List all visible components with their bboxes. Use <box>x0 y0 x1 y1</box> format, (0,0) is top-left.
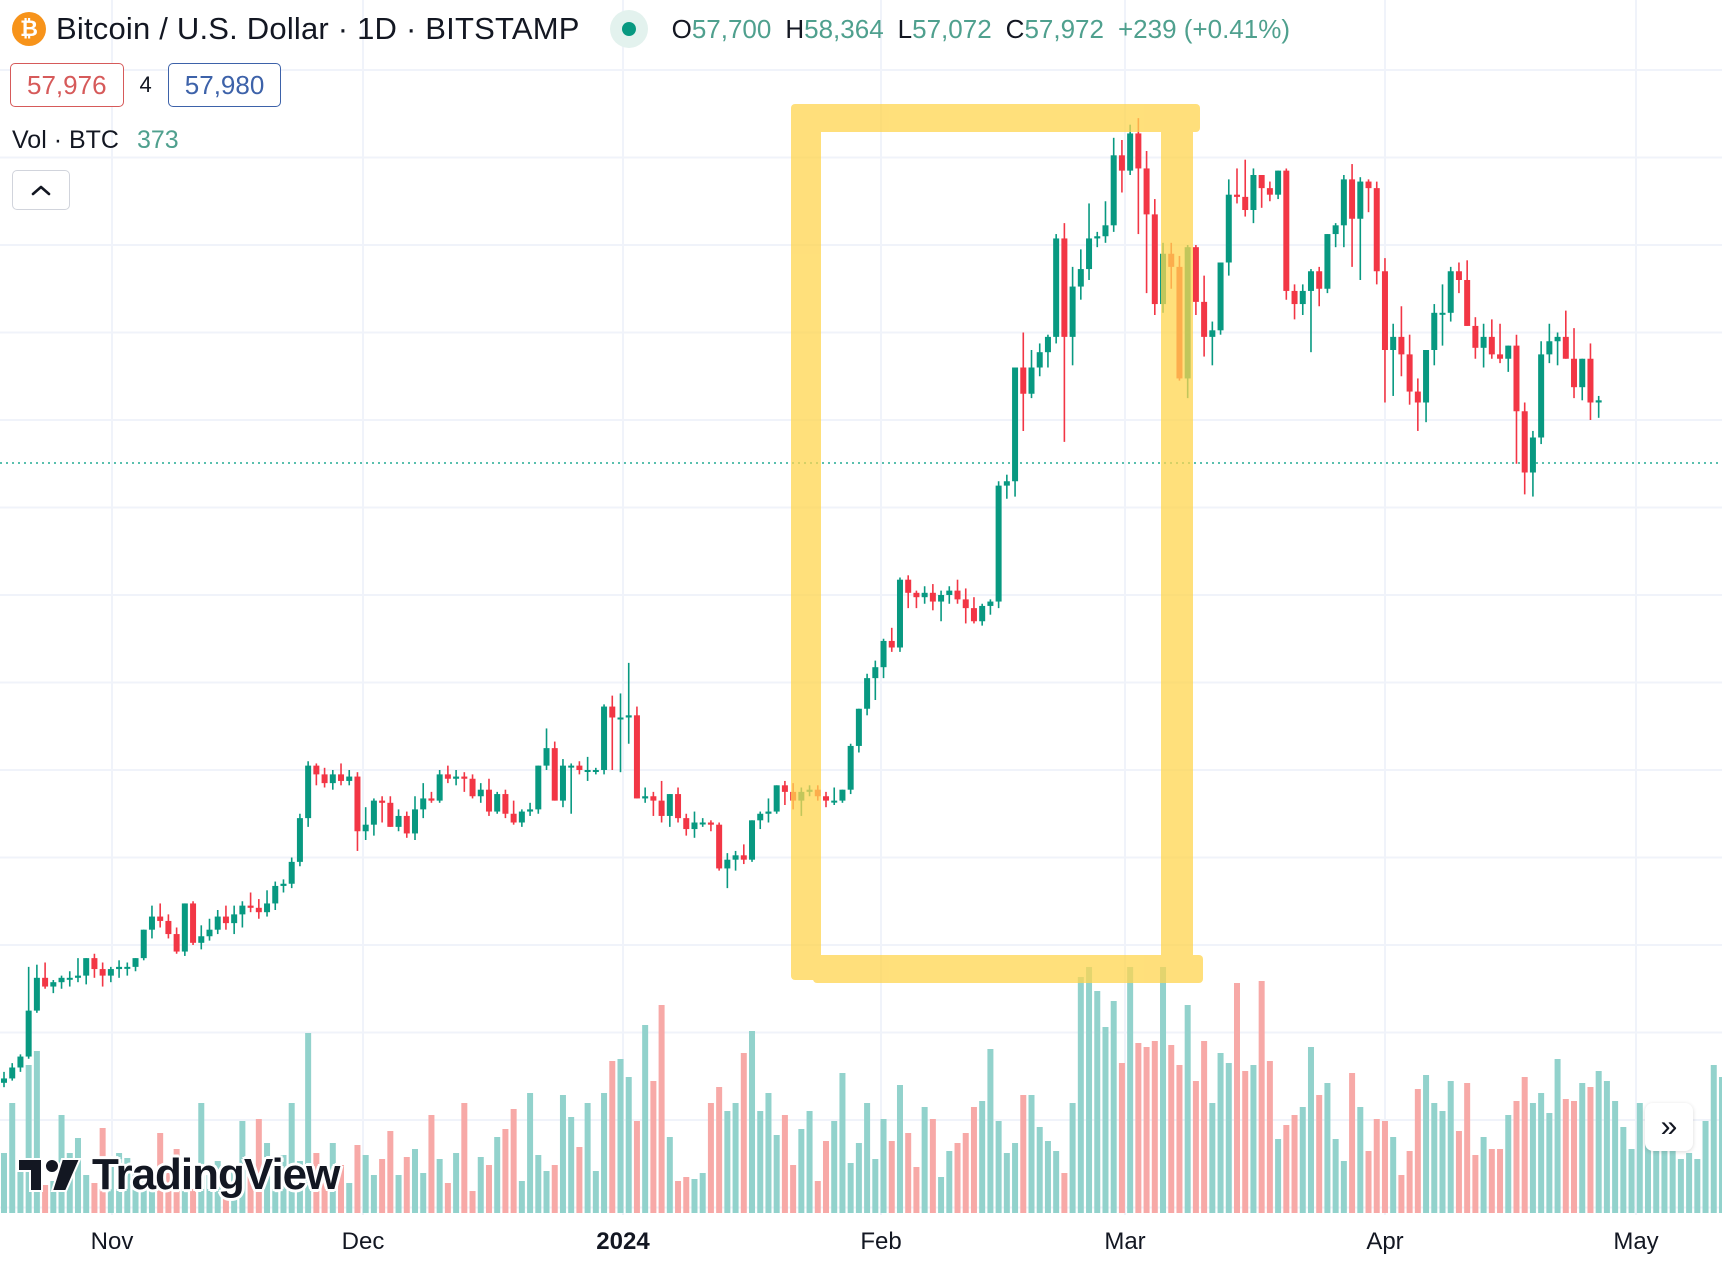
volume-legend[interactable]: Vol · BTC 373 <box>12 126 179 155</box>
tradingview-logo-icon <box>17 1158 82 1192</box>
symbol-legend[interactable]: ₿ Bitcoin / U.S. Dollar · 1D · BITSTAMP … <box>12 10 1290 48</box>
time-axis-label: Mar <box>1104 1228 1146 1255</box>
close-value: 57,972 <box>1024 13 1104 44</box>
time-axis-label: Dec <box>341 1228 385 1255</box>
sell-price-button[interactable]: 57,976 <box>10 63 124 107</box>
scroll-to-realtime-button[interactable]: » <box>1645 1103 1693 1151</box>
low-value: 57,072 <box>912 13 992 44</box>
high-value: 58,364 <box>804 13 884 44</box>
market-status-indicator[interactable] <box>609 10 648 48</box>
close-label: C <box>1005 13 1025 44</box>
buy-price-button[interactable]: 57,980 <box>167 63 282 107</box>
quote-panel: 57,976 4 57,980 <box>10 63 282 107</box>
time-axis-label: Apr <box>1366 1228 1404 1255</box>
price-change: +239 (+0.41%) <box>1117 13 1290 44</box>
low-label: L <box>897 13 913 44</box>
chart-grid <box>0 0 1722 1215</box>
tradingview-logo[interactable]: TradingView <box>16 1150 340 1200</box>
time-axis-label: May <box>1613 1228 1659 1255</box>
volume-bars <box>1 967 1722 1213</box>
volume-value: 373 <box>136 126 179 154</box>
symbol-title: Bitcoin / U.S. Dollar · 1D · BITSTAMP <box>56 11 580 46</box>
chevron-up-icon <box>31 185 51 196</box>
double-chevron-right-icon: » <box>1660 1110 1678 1143</box>
high-label: H <box>785 13 805 44</box>
spread-value: 4 <box>139 72 152 97</box>
open-label: O <box>671 13 692 44</box>
time-axis-label: Nov <box>90 1228 134 1255</box>
market-open-dot-icon <box>621 22 636 36</box>
open-value: 57,700 <box>691 13 772 44</box>
time-axis[interactable]: Nov Dec 2024 Feb Mar Apr May <box>0 1228 1722 1264</box>
collapse-legend-button[interactable] <box>12 170 70 210</box>
tradingview-logo-text: TradingView <box>92 1150 340 1199</box>
volume-label: Vol · BTC <box>12 126 119 154</box>
time-axis-label: Feb <box>860 1228 902 1255</box>
bitcoin-icon: ₿ <box>12 12 46 46</box>
ohlc-values: O57,700 H58,364 L57,072 C57,972 +239 (+0… <box>672 14 1290 45</box>
time-axis-label: 2024 <box>596 1228 650 1255</box>
highlight-rectangle[interactable] <box>791 104 1203 983</box>
